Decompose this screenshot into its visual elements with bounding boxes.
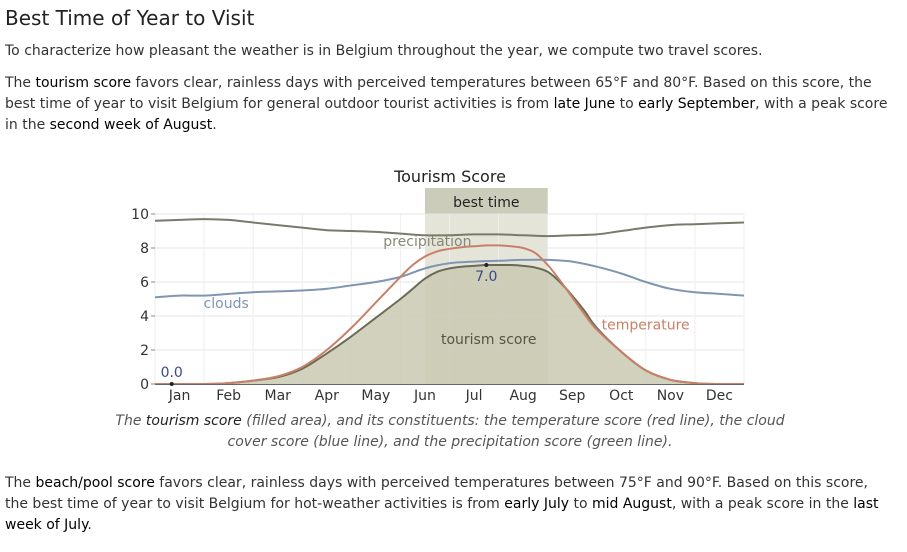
x-tick-label: Jul (465, 388, 483, 404)
min-score-label: 0.0 (161, 365, 183, 381)
x-axis-ticks: Jan Feb Mar Apr May Jun Jul Aug Sep Oct Nov Dec (168, 388, 733, 404)
temperature-line (154, 244, 745, 386)
x-tick-label: Sep (559, 388, 586, 404)
text-run: to (615, 96, 639, 112)
peak-score-label: 7.0 (475, 269, 497, 285)
text-run: favors clear, rainless days with perceiv… (5, 75, 872, 112)
min-score-marker (169, 382, 174, 386)
tourism-score-area (155, 264, 744, 385)
text-run: The (115, 413, 146, 429)
x-tick-label: Mar (264, 388, 291, 404)
y-tick-label: 8 (140, 241, 149, 257)
x-tick-label: Feb (216, 388, 241, 404)
tourism-paragraph: The tourism score favors clear, rainless… (5, 73, 895, 136)
best-time-start: late June (553, 96, 616, 112)
precipitation-line (154, 218, 745, 238)
chart-title: Tourism Score (393, 167, 506, 186)
x-tick-label: Jun (413, 388, 436, 404)
clouds-line (154, 258, 745, 299)
beach-time-end: mid August (591, 496, 672, 512)
text-run: The (5, 475, 36, 491)
chart-caption: The tourism score (filled area), and its… (100, 411, 800, 453)
best-time-label-bg (424, 188, 548, 214)
beach-score-term: beach/pool score (35, 475, 155, 491)
y-tick-label: 0 (140, 377, 149, 393)
text-run: , with a peak score in the (671, 496, 854, 512)
section-title: Best Time of Year to Visit (5, 6, 255, 30)
temperature-label: temperature (602, 317, 690, 333)
text-run: . (212, 117, 217, 133)
intro-text: To characterize how pleasant the weather… (5, 43, 763, 59)
caption-tourism-term: tourism score (145, 413, 242, 429)
tourism-score-label: tourism score (441, 332, 537, 348)
tourism-score-term: tourism score (35, 75, 132, 91)
y-tick-label: 2 (140, 343, 149, 359)
beach-paragraph: The beach/pool score favors clear, rainl… (5, 473, 895, 536)
y-tick-label: 4 (140, 309, 149, 325)
x-tick-label: Apr (315, 388, 339, 404)
y-tick-label: 6 (140, 275, 149, 291)
x-tick-label: May (361, 388, 390, 404)
beach-peak-time: last week of July (5, 496, 879, 533)
text-run: favors clear, rainless days with perceiv… (5, 475, 868, 512)
text-run: (filled area), and its constituents: the… (227, 413, 785, 450)
x-tick-label: Dec (706, 388, 733, 404)
y-tick-label: 10 (131, 207, 149, 223)
text-run: to (569, 496, 592, 512)
x-tick-label: Aug (509, 388, 536, 404)
peak-score-marker (484, 263, 489, 267)
x-tick-label: Jan (168, 388, 191, 404)
y-axis-ticks: 0 2 4 6 8 10 (131, 207, 155, 393)
x-tick-label: Oct (609, 388, 634, 404)
best-time-end: early September (638, 96, 756, 112)
x-tick-label: Nov (657, 388, 684, 404)
precipitation-label: precipitation (383, 234, 471, 250)
text-run: . (87, 517, 92, 533)
text-run: , with a peak score in the (5, 96, 888, 133)
best-time-label: best time (453, 195, 519, 211)
text-run: The (5, 75, 36, 91)
clouds-label: clouds (204, 296, 249, 312)
beach-time-start: early July (504, 496, 569, 512)
peak-time: second week of August (49, 117, 213, 133)
